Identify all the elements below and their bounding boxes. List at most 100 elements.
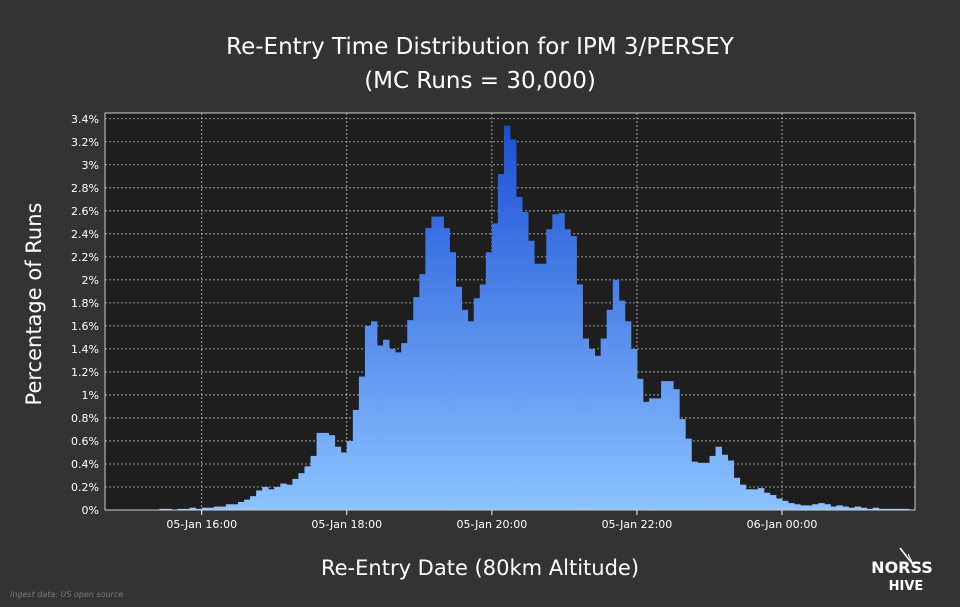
histogram-bar <box>407 320 414 510</box>
y-tick-label: 0.6% <box>71 435 99 448</box>
logo-streak-2 <box>907 553 915 567</box>
histogram-bars <box>159 125 910 511</box>
histogram-bar <box>884 508 892 510</box>
histogram-bar <box>582 338 589 510</box>
histogram-bar <box>473 298 481 510</box>
logo-text-hive: HIVE <box>889 579 924 594</box>
histogram-bar <box>201 507 209 510</box>
histogram-bar <box>890 508 898 510</box>
histogram-bar <box>207 507 215 510</box>
histogram-bar <box>383 339 390 510</box>
histogram-bar <box>860 507 868 510</box>
histogram-bar <box>395 352 402 510</box>
histogram-bar <box>231 504 239 510</box>
y-tick-label: 1.2% <box>71 366 99 379</box>
y-tick-label: 2.8% <box>71 182 99 195</box>
histogram-bar <box>836 505 843 510</box>
histogram-bar <box>340 452 348 510</box>
histogram-bar <box>818 503 825 510</box>
histogram-bar <box>443 228 450 511</box>
histogram-bar <box>757 488 765 510</box>
y-tick-label: 3.2% <box>71 136 99 149</box>
histogram-bar <box>491 223 499 511</box>
histogram-bar <box>219 506 227 510</box>
histogram-bar <box>830 506 837 510</box>
norss-hive-logo: NORSS HIVE <box>871 547 933 594</box>
histogram-bar <box>364 325 372 510</box>
y-tick-label: 2.2% <box>71 251 99 264</box>
histogram-bar <box>679 419 686 510</box>
histogram-bar <box>642 401 650 510</box>
histogram-bar <box>298 473 305 510</box>
histogram-bar <box>824 504 831 510</box>
y-tick-label: 0.2% <box>71 481 99 494</box>
histogram-bar <box>655 398 662 510</box>
histogram-bar <box>262 486 269 510</box>
y-tick-label: 2% <box>82 274 99 287</box>
y-tick-label: 3.4% <box>71 113 99 126</box>
histogram-bar <box>159 508 166 510</box>
histogram-bar <box>733 477 741 510</box>
histogram-bar <box>165 508 172 510</box>
y-tick-label: 0.8% <box>71 412 99 425</box>
histogram-bar <box>775 498 783 510</box>
histogram-bar <box>516 197 523 510</box>
x-tick-label: 05-Jan 20:00 <box>456 518 527 531</box>
histogram-bar <box>377 345 384 510</box>
y-tick-label: 3% <box>82 159 99 172</box>
histogram-bar <box>782 500 789 510</box>
histogram-bar <box>552 214 559 510</box>
histogram-bar <box>213 506 221 510</box>
histogram-bar <box>667 381 674 510</box>
y-tick-label: 1.6% <box>71 320 99 333</box>
x-tick-label: 06-Jan 00:00 <box>747 518 818 531</box>
histogram-bar <box>256 490 263 510</box>
histogram-bar <box>673 389 680 510</box>
histogram-bar <box>558 213 565 510</box>
histogram-bar <box>691 461 698 510</box>
histogram-bar <box>534 263 541 510</box>
axes <box>104 112 916 511</box>
histogram-bar <box>461 309 469 510</box>
histogram-bar <box>727 460 735 510</box>
x-tick-labels: 05-Jan 16:00 05-Jan 18:00 05-Jan 20:00 05-J… <box>166 518 817 531</box>
histogram-bar <box>649 398 656 510</box>
histogram-bar <box>485 252 493 511</box>
histogram-bar <box>467 321 475 510</box>
histogram-bar <box>600 338 608 510</box>
histogram-bar <box>352 409 360 510</box>
y-tick-label: 0% <box>82 504 99 517</box>
histogram-bar <box>594 355 602 510</box>
histogram-bar <box>624 321 632 510</box>
histogram-bar <box>866 508 874 510</box>
histogram-bar <box>636 378 644 510</box>
histogram-bar <box>618 300 626 510</box>
histogram-bar <box>177 508 184 510</box>
plot-frame <box>104 112 916 511</box>
histogram-bar <box>274 486 281 510</box>
histogram-bar <box>189 507 197 510</box>
histogram-bar <box>310 455 317 510</box>
x-axis-label: Re-Entry Date (80km Altitude) <box>320 556 640 580</box>
histogram-bar <box>800 505 807 510</box>
histogram-bar <box>630 348 638 510</box>
histogram-bar <box>751 489 759 510</box>
histogram-bar <box>685 438 692 510</box>
histogram-bar <box>503 125 511 511</box>
histogram-bar <box>812 504 819 510</box>
histogram-bar <box>401 343 408 510</box>
y-tick-label: 1% <box>82 389 99 402</box>
histogram-bar <box>510 139 517 510</box>
histogram-bar <box>250 496 257 510</box>
y-tick-labels: 0% 0.2% 0.4% 0.6% 0.8% 1% 1.2% 1.4% 1.6% 1.8% 2% 2.… <box>71 113 99 517</box>
histogram-bar <box>612 279 620 510</box>
histogram-bar <box>268 489 275 510</box>
histogram-bar <box>225 504 233 510</box>
histogram-bar <box>237 501 245 510</box>
title-line-1: Re-Entry Time Distribution for IPM 3/PER… <box>226 34 734 60</box>
y-tick-label: 2.6% <box>71 205 99 218</box>
histogram-bar <box>763 492 771 510</box>
histogram-bar <box>522 211 529 510</box>
histogram-bar <box>721 454 729 510</box>
